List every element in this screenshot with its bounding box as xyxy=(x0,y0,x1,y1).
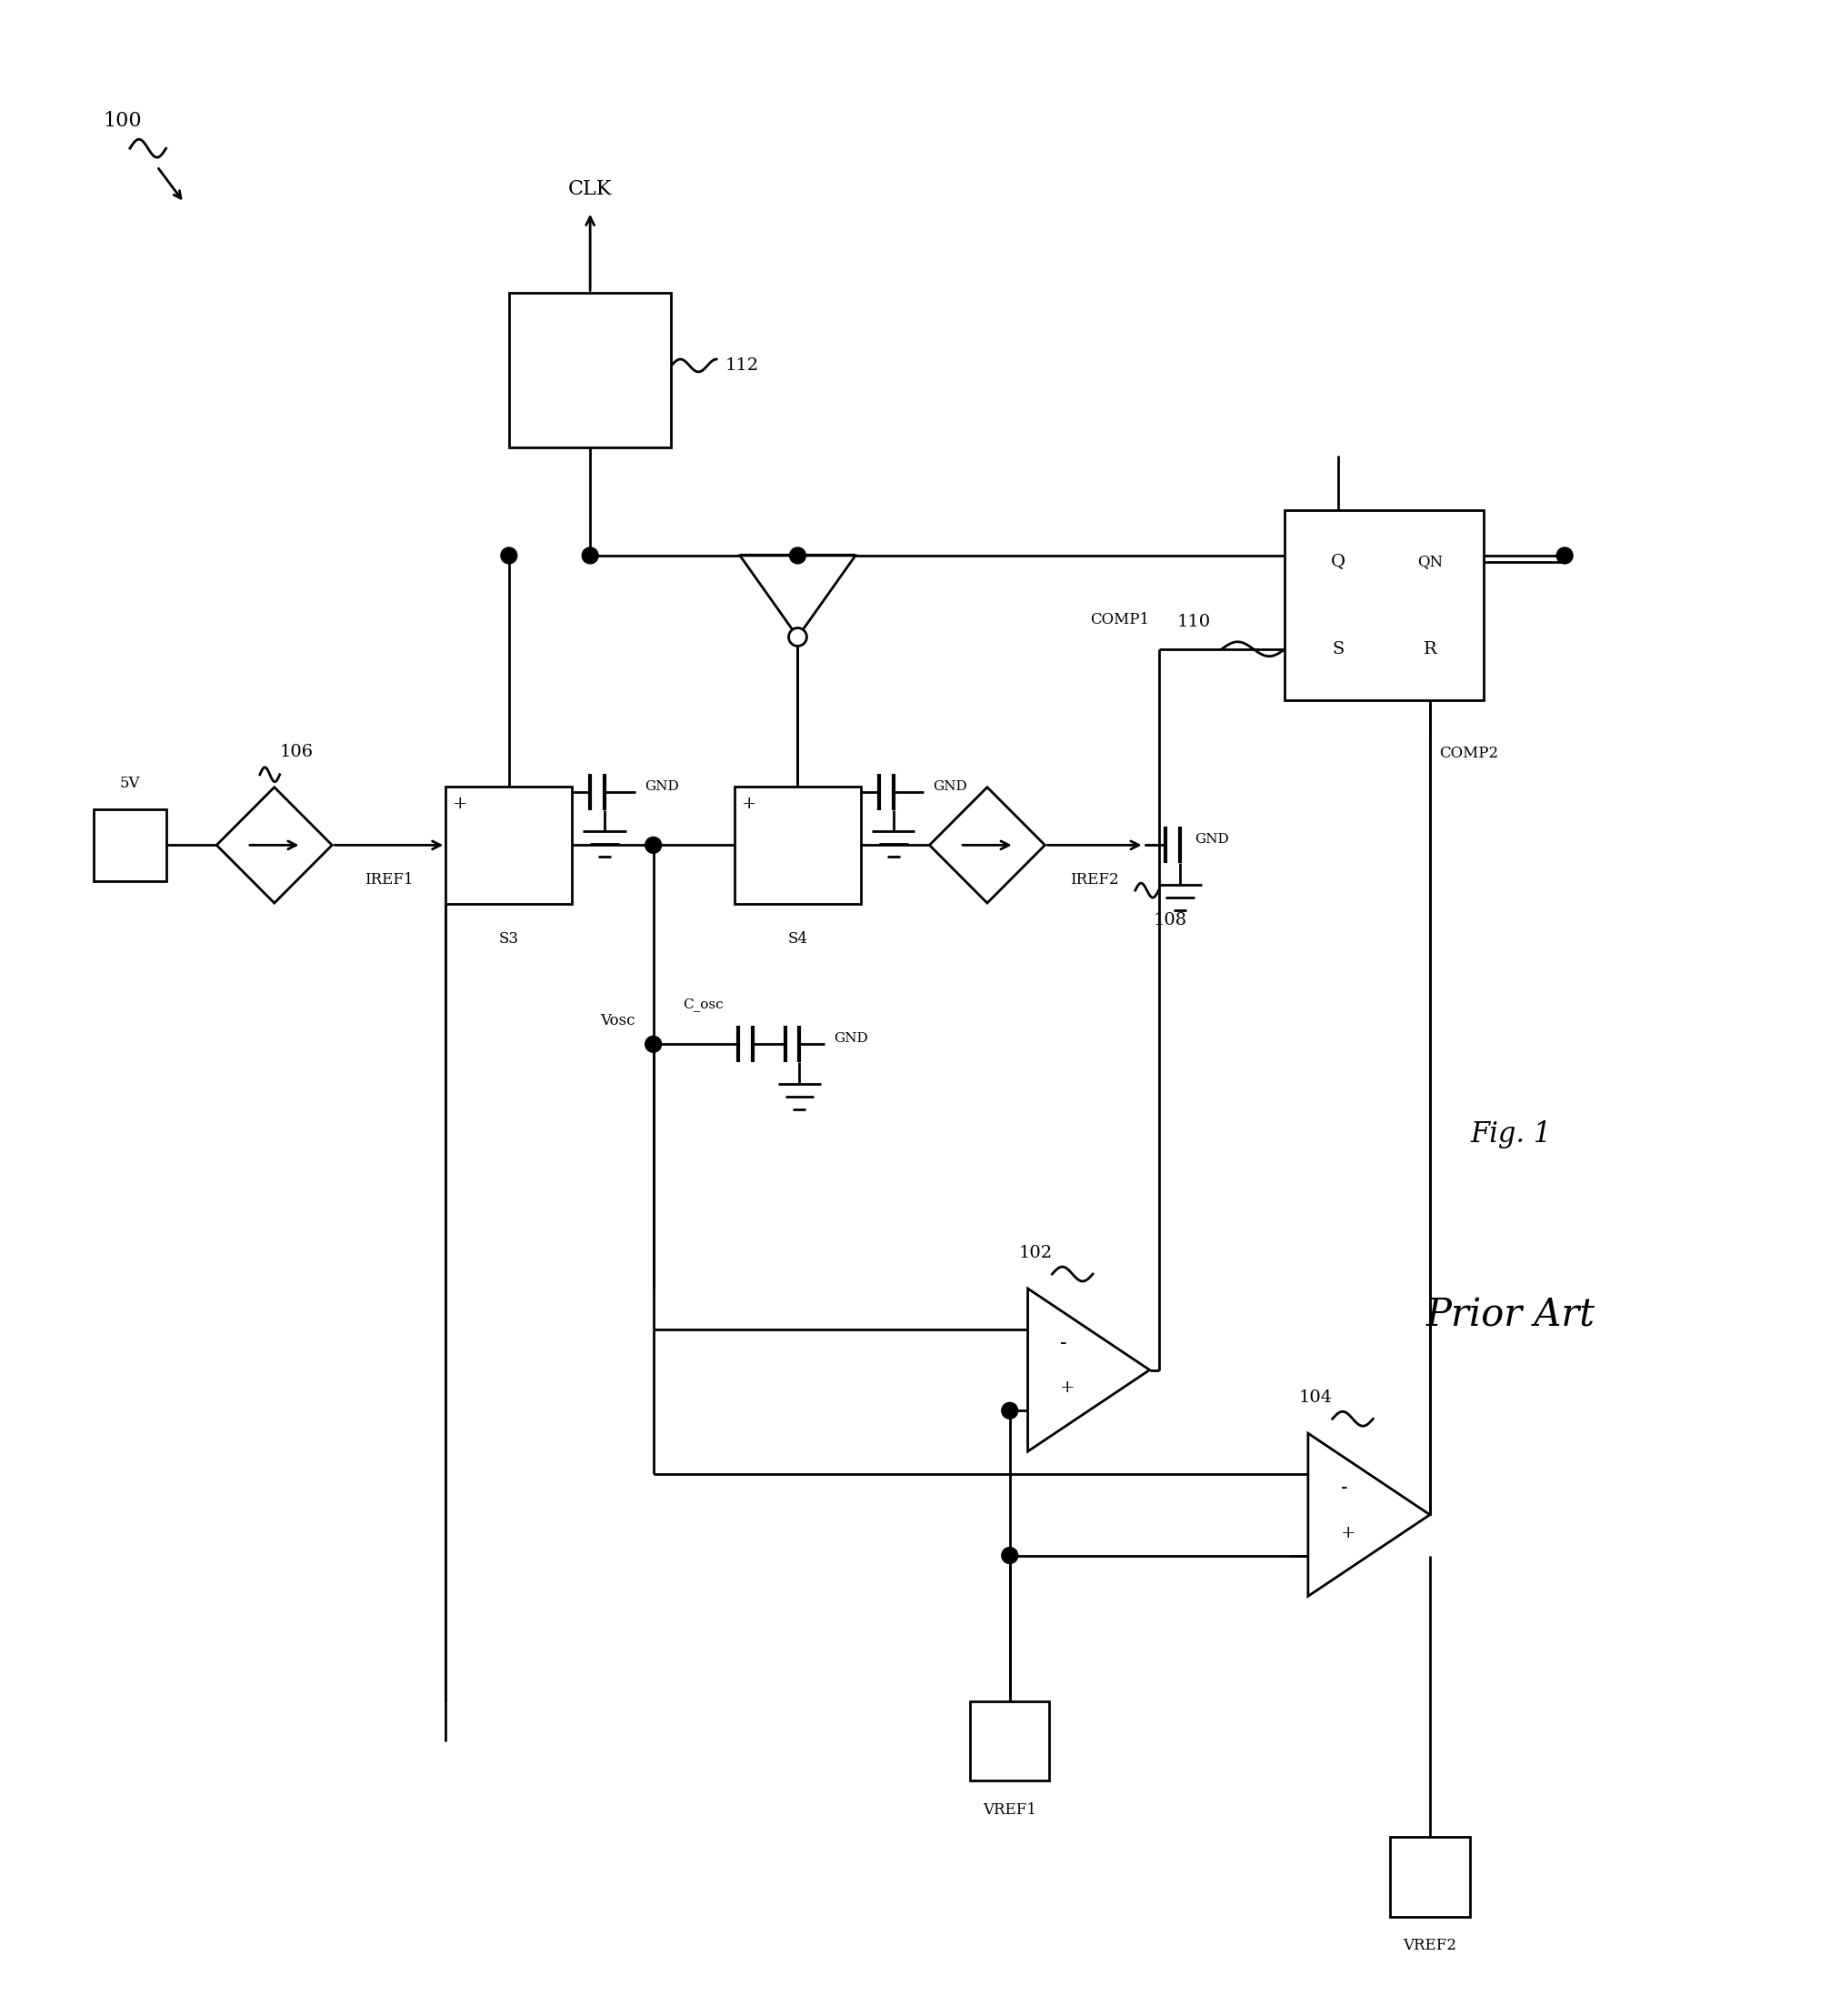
Circle shape xyxy=(1001,1548,1017,1564)
Bar xyxy=(509,292,672,448)
Circle shape xyxy=(646,837,661,853)
Polygon shape xyxy=(1308,1433,1429,1597)
Text: VREF1: VREF1 xyxy=(983,1802,1036,1818)
Text: IREF2: IREF2 xyxy=(1071,873,1118,887)
Text: CLK: CLK xyxy=(567,179,611,200)
Polygon shape xyxy=(1028,1288,1149,1452)
Circle shape xyxy=(582,548,598,564)
Text: +: + xyxy=(1341,1524,1356,1540)
Circle shape xyxy=(789,627,807,645)
Text: -: - xyxy=(1341,1478,1347,1498)
Text: GND: GND xyxy=(1195,833,1230,847)
Polygon shape xyxy=(739,556,855,637)
Bar xyxy=(447,786,573,903)
Circle shape xyxy=(1001,1403,1017,1419)
Polygon shape xyxy=(930,786,1045,903)
Circle shape xyxy=(501,548,518,564)
Bar xyxy=(970,1702,1049,1780)
Bar xyxy=(93,808,167,881)
Text: C_osc: C_osc xyxy=(683,998,723,1012)
Text: GND: GND xyxy=(834,1032,867,1044)
Text: QN: QN xyxy=(1416,554,1442,569)
Text: S3: S3 xyxy=(500,931,520,948)
Text: GND: GND xyxy=(644,780,679,792)
Text: 104: 104 xyxy=(1299,1389,1332,1405)
Text: Q: Q xyxy=(1330,554,1345,571)
Circle shape xyxy=(789,548,805,564)
Text: GND: GND xyxy=(933,780,968,792)
Bar xyxy=(1285,510,1484,700)
Circle shape xyxy=(646,1036,661,1052)
Text: S: S xyxy=(1332,641,1345,657)
Text: 100: 100 xyxy=(102,111,141,131)
Text: VREF2: VREF2 xyxy=(1404,1937,1457,1954)
Text: 5V: 5V xyxy=(119,776,141,790)
Text: 102: 102 xyxy=(1019,1246,1052,1262)
Text: +: + xyxy=(454,796,468,812)
Text: R: R xyxy=(1424,641,1437,657)
Text: Fig. 1: Fig. 1 xyxy=(1469,1121,1552,1149)
Text: Vosc: Vosc xyxy=(600,1012,635,1028)
Text: Prior Art: Prior Art xyxy=(1426,1296,1596,1335)
Text: COMP2: COMP2 xyxy=(1438,746,1499,762)
Text: 110: 110 xyxy=(1177,613,1210,631)
Text: IREF1: IREF1 xyxy=(364,873,414,887)
Text: COMP1: COMP1 xyxy=(1091,613,1149,627)
Bar xyxy=(1391,1837,1469,1917)
Polygon shape xyxy=(216,786,331,903)
Text: +: + xyxy=(741,796,758,812)
Circle shape xyxy=(1557,548,1572,564)
Text: +: + xyxy=(1060,1379,1076,1397)
Text: 112: 112 xyxy=(725,357,759,373)
Text: -: - xyxy=(1060,1333,1067,1353)
Text: 108: 108 xyxy=(1153,911,1188,929)
Text: 106: 106 xyxy=(280,744,313,760)
Text: S4: S4 xyxy=(787,931,807,948)
Bar xyxy=(734,786,860,903)
